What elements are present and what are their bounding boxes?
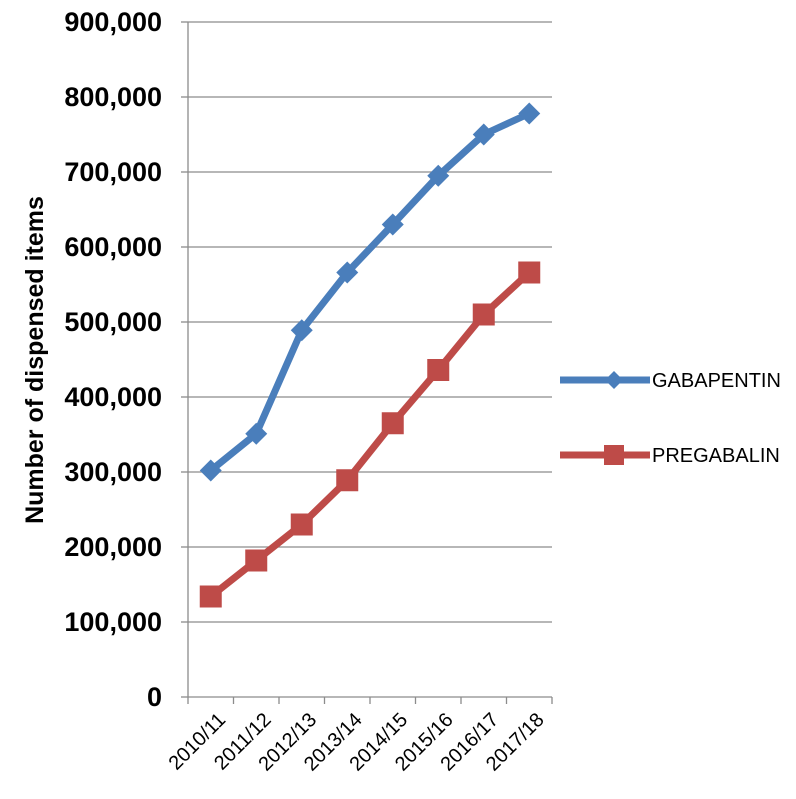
axes (181, 21, 553, 704)
data-point (381, 412, 404, 435)
data-point (199, 459, 222, 482)
data-point (336, 261, 359, 284)
y-tick-label: 200,000 (64, 532, 162, 562)
legend-marker (604, 445, 624, 465)
legend-entry: PREGABALIN (560, 445, 780, 467)
data-point (290, 513, 313, 536)
x-axis-tick-labels: 2010/112011/122012/132013/142014/152015/… (165, 709, 549, 776)
legend-marker (605, 371, 623, 389)
y-tick-label: 900,000 (64, 7, 162, 37)
y-tick-label: 700,000 (64, 157, 162, 187)
y-tick-label: 0 (147, 682, 162, 712)
y-tick-label: 500,000 (64, 307, 162, 337)
data-point (518, 261, 541, 284)
series-lines (199, 102, 541, 608)
y-tick-label: 100,000 (64, 607, 162, 637)
series-line-gabapentin (208, 110, 531, 474)
data-point (336, 469, 359, 492)
legend: GABAPENTIN PREGABALIN (560, 370, 781, 467)
y-tick-label: 400,000 (64, 382, 162, 412)
y-tick-label: 300,000 (64, 457, 162, 487)
data-point (381, 213, 404, 236)
data-point (427, 359, 450, 381)
data-point (245, 422, 268, 445)
data-point (427, 164, 450, 187)
y-tick-label: 600,000 (64, 232, 162, 262)
legend-label: PREGABALIN (652, 445, 780, 467)
legend-label: GABAPENTIN (652, 370, 781, 392)
y-axis-label: Number of dispensed items (21, 196, 49, 524)
data-point (518, 102, 541, 125)
y-tick-label: 800,000 (64, 82, 162, 112)
data-point (472, 123, 495, 146)
data-point (290, 319, 313, 342)
legend-entry: GABAPENTIN (560, 370, 781, 392)
gridlines (188, 21, 552, 623)
y-axis-tick-labels: 0 100,000 200,000 300,000 400,000 500,000 600,… (64, 7, 162, 712)
data-point (199, 585, 222, 608)
data-point (472, 303, 495, 326)
data-point (245, 549, 268, 572)
